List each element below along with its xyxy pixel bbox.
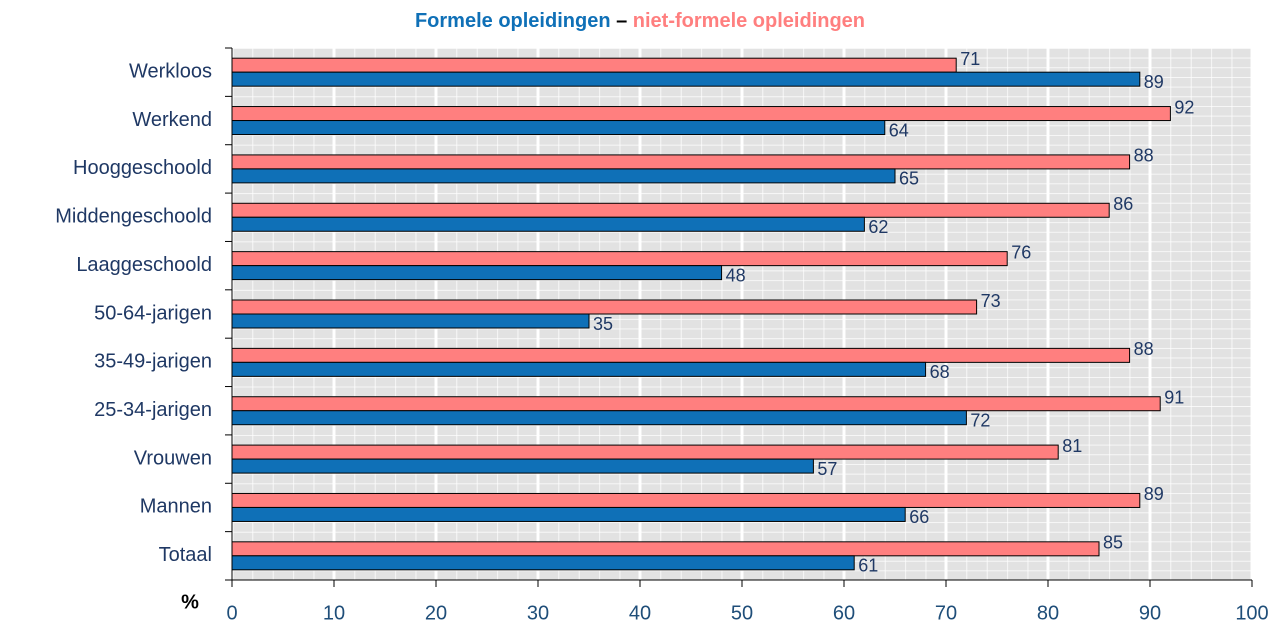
value-label: 88	[1134, 339, 1154, 359]
y-tick-label: Werkend	[132, 109, 212, 131]
value-label: 92	[1174, 97, 1194, 117]
value-label: 71	[960, 49, 980, 69]
value-label: 76	[1011, 242, 1031, 262]
value-label: 61	[858, 556, 878, 576]
bar	[231, 202, 1110, 218]
value-label: 48	[726, 265, 746, 285]
value-label: 64	[889, 120, 909, 140]
bar	[231, 57, 957, 73]
chart-title: Formele opleidingen – niet-formele oplei…	[415, 10, 865, 32]
bar	[231, 313, 590, 329]
y-tick-label: 25-34-jarigen	[94, 399, 212, 421]
y-tick-label: Hooggeschoold	[73, 157, 212, 179]
bar	[231, 299, 978, 315]
value-label: 35	[593, 314, 613, 334]
bar	[231, 106, 1171, 122]
bar	[231, 555, 855, 571]
x-tick-label: 50	[731, 602, 753, 624]
x-tick-label: 40	[629, 602, 651, 624]
value-label: 66	[909, 507, 929, 527]
value-label: 62	[868, 217, 888, 237]
value-label: 89	[1144, 72, 1164, 92]
value-label: 65	[899, 169, 919, 189]
bar	[231, 71, 1141, 87]
bar	[231, 458, 814, 474]
y-tick-label: Vrouwen	[134, 447, 212, 469]
value-label: 86	[1113, 194, 1133, 214]
value-label: 57	[817, 459, 837, 479]
bar	[231, 410, 967, 426]
x-tick-label: 80	[1037, 602, 1059, 624]
value-label: 68	[930, 362, 950, 382]
y-tick-label: Werkloos	[129, 60, 212, 82]
x-tick-label: 30	[527, 602, 549, 624]
title-part: niet-formele opleidingen	[633, 10, 865, 32]
x-tick-label: 100	[1235, 602, 1268, 624]
x-tick-label: 90	[1139, 602, 1161, 624]
y-tick-label: Middengeschoold	[55, 206, 212, 228]
value-label: 72	[970, 410, 990, 430]
x-tick-label: 20	[425, 602, 447, 624]
y-tick-label: Mannen	[140, 496, 212, 518]
title-separator: –	[616, 10, 627, 32]
value-label: 73	[981, 291, 1001, 311]
bar	[231, 396, 1161, 412]
bar	[231, 168, 896, 184]
x-tick-label: 0	[226, 602, 237, 624]
bar	[231, 541, 1100, 557]
y-tick-label: Totaal	[159, 544, 212, 566]
bar	[231, 506, 906, 522]
bar	[231, 361, 927, 377]
title-part: Formele opleidingen	[415, 10, 611, 32]
value-label: 91	[1164, 387, 1184, 407]
bar	[231, 492, 1141, 508]
value-label: 89	[1144, 484, 1164, 504]
y-tick-label: Laaggeschoold	[76, 254, 212, 276]
y-tick-label: 50-64-jarigen	[94, 302, 212, 324]
y-tick-label: 35-49-jarigen	[94, 351, 212, 373]
bar	[231, 216, 865, 232]
x-tick-label: 10	[323, 602, 345, 624]
bar	[231, 251, 1008, 267]
bar	[231, 444, 1059, 460]
value-label: 85	[1103, 533, 1123, 553]
bar	[231, 120, 886, 136]
x-tick-label: 60	[833, 602, 855, 624]
x-axis-label: %	[181, 591, 199, 613]
value-label: 81	[1062, 436, 1082, 456]
bar	[231, 347, 1131, 363]
bar	[231, 154, 1131, 170]
bar	[231, 265, 723, 281]
x-tick-label: 70	[935, 602, 957, 624]
value-label: 88	[1134, 146, 1154, 166]
